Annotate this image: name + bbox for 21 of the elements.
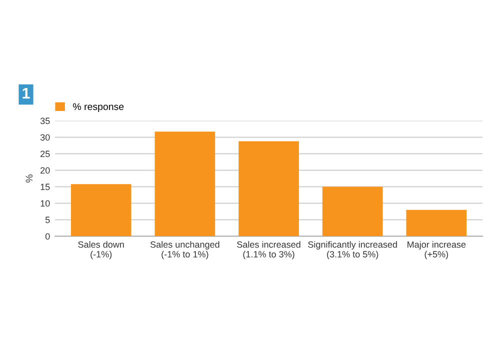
y-tick-label: 25 bbox=[40, 150, 50, 158]
bar bbox=[238, 141, 299, 236]
y-tick-label: 0 bbox=[45, 233, 50, 240]
y-tick-label: 15 bbox=[40, 184, 50, 190]
x-tick-label: Significantly increased (3.1% to 5%) bbox=[308, 241, 397, 260]
bar bbox=[406, 210, 467, 236]
y-tick-label: 30 bbox=[40, 134, 50, 141]
y-tick-label: 20 bbox=[40, 167, 50, 174]
x-tick-label: Sales down (-1%) bbox=[78, 241, 124, 260]
bar bbox=[322, 186, 383, 236]
y-tick-label: 35 bbox=[40, 118, 50, 124]
y-tick-label: 5 bbox=[45, 216, 50, 224]
bar bbox=[154, 132, 216, 236]
legend-label: % response bbox=[73, 103, 124, 112]
y-axis-title: % bbox=[26, 174, 33, 182]
y-tick-label: 10 bbox=[40, 200, 50, 207]
bar bbox=[70, 184, 132, 236]
x-tick-label: Major increase (+5%) bbox=[408, 241, 466, 260]
x-tick-label: Sales unchanged (-1% to 1%) bbox=[150, 241, 220, 260]
text: 1 bbox=[22, 88, 30, 98]
x-tick-label: Sales increased (1.1% to 3%) bbox=[237, 241, 300, 260]
